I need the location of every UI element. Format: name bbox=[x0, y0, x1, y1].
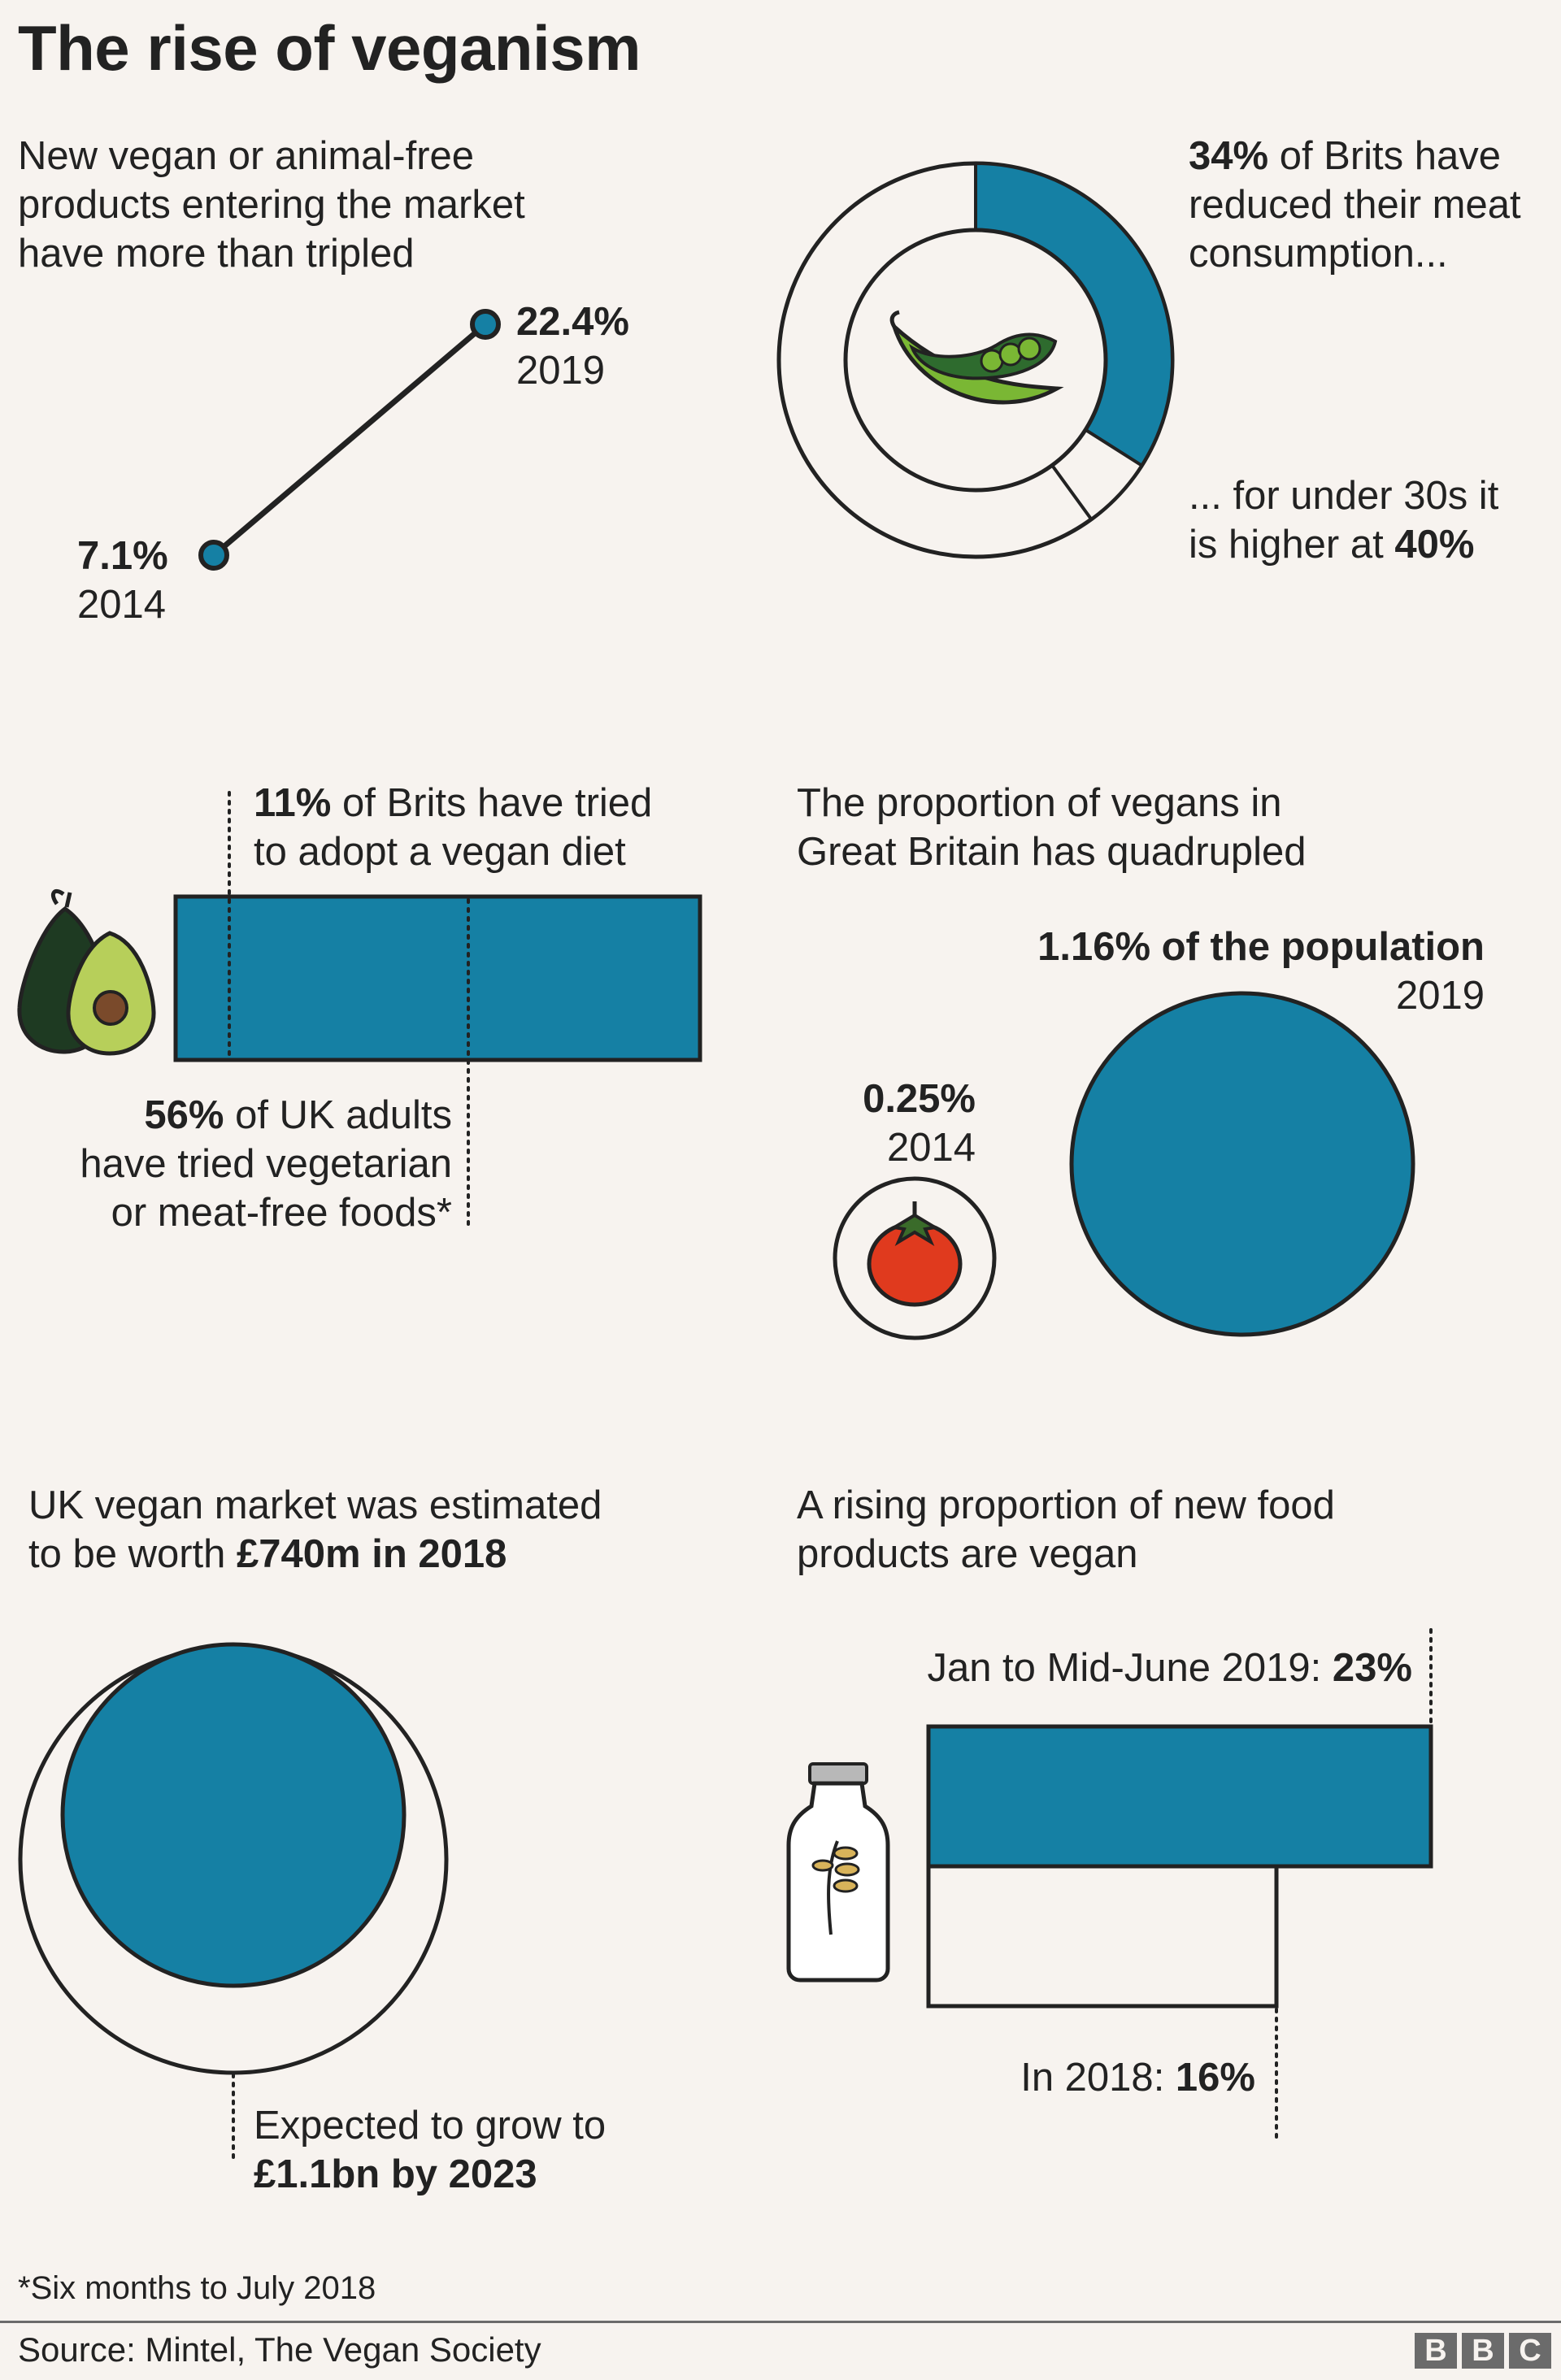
tried-bar bbox=[173, 894, 702, 1062]
oat-milk-bottle-icon bbox=[786, 1762, 890, 1983]
bbc-logo: B B C bbox=[1415, 2333, 1551, 2369]
panel1-heading: New vegan or animal-free products enteri… bbox=[18, 134, 525, 276]
vegan-tried-label: 11% of Brits have tried to adopt a vegan… bbox=[254, 781, 653, 874]
point-2019 bbox=[470, 309, 501, 340]
start-value: 7.1% bbox=[77, 534, 168, 578]
footer-divider bbox=[0, 2321, 1561, 2323]
end-label: 22.4% 2019 bbox=[516, 298, 629, 395]
market-forecast-label: Expected to grow to £1.1bn by 2023 bbox=[254, 2104, 607, 2196]
end-year: 2019 bbox=[516, 349, 606, 393]
pea-pod-icon bbox=[889, 310, 1064, 405]
meat-reduction-label: 34% of Brits have reduced their meat con… bbox=[1189, 134, 1521, 276]
bar-2019-label: Jan to Mid-June 2019: 23% bbox=[927, 1646, 1412, 1690]
bar-2018 bbox=[926, 1864, 1279, 2009]
footnote: *Six months to July 2018 bbox=[18, 2270, 376, 2306]
start-year: 2014 bbox=[77, 583, 167, 627]
avocado-icon bbox=[17, 889, 156, 1056]
source-note: Source: Mintel, The Vegan Society bbox=[18, 2330, 541, 2369]
start-label: 7.1% 2014 bbox=[77, 532, 168, 629]
point-2014 bbox=[198, 540, 229, 571]
under-30s-label: ... for under 30s it is higher at 40% bbox=[1189, 474, 1499, 567]
tomato-icon bbox=[867, 1201, 963, 1307]
market-2018-circle bbox=[60, 1642, 407, 1988]
bar-2019 bbox=[926, 1724, 1433, 1869]
growth-line bbox=[211, 322, 488, 558]
panel6-heading: A rising proportion of new food products… bbox=[797, 1483, 1335, 1576]
bar-2018-label: In 2018: 16% bbox=[1020, 2056, 1255, 2100]
panel5-heading: UK vegan market was estimated to be wort… bbox=[28, 1483, 602, 1576]
page-title: The rise of veganism bbox=[18, 12, 641, 84]
panel4-heading: The proportion of vegans in Great Britai… bbox=[797, 781, 1307, 874]
end-value: 22.4% bbox=[516, 300, 629, 344]
vegans-2014-label: 0.25% 2014 bbox=[863, 1077, 976, 1170]
vegetarian-tried-label: 56% of UK adults have tried vegetarian o… bbox=[80, 1093, 452, 1235]
vegans-2019-circle bbox=[1069, 991, 1415, 1337]
vegans-2019-label: 1.16% of the population 2019 bbox=[1037, 925, 1485, 1018]
